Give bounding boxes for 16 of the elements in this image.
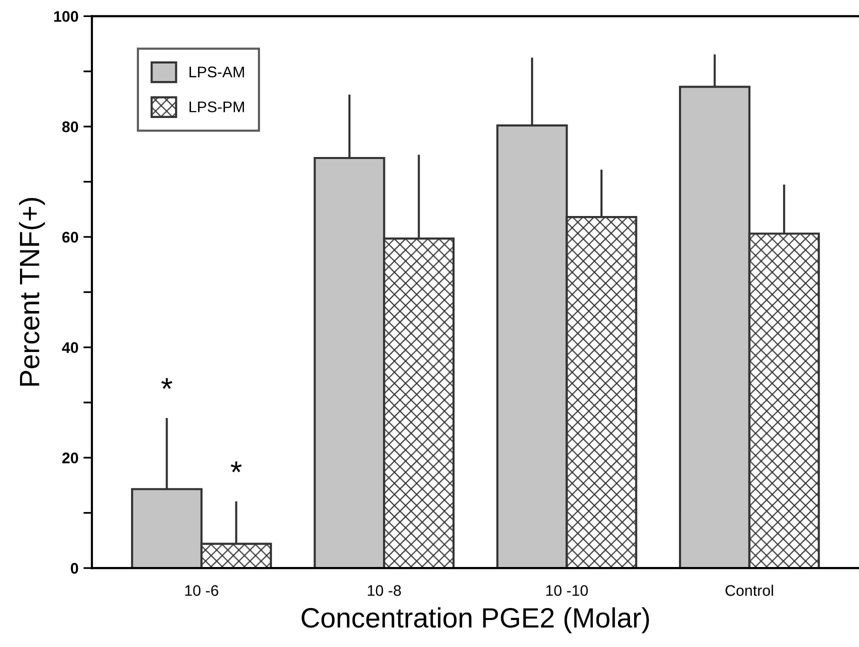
y-tick-label: 100 xyxy=(54,11,78,22)
y-tick-label: 40 xyxy=(62,342,78,353)
legend-label: LPS-PM xyxy=(190,101,244,112)
x-tick-label: 10 -6 xyxy=(185,585,218,596)
annotation: * xyxy=(230,461,242,472)
x-tick-label: 10 -8 xyxy=(368,585,401,596)
y-tick-label: 80 xyxy=(62,121,78,132)
y-axis-title: Percent TNF(+) xyxy=(19,198,45,386)
x-axis-title: Concentration PGE2 (Molar) xyxy=(302,607,649,634)
x-tick-label: 10 -10 xyxy=(546,585,588,596)
y-tick-label: 0 xyxy=(70,562,78,574)
annotation: * xyxy=(161,378,172,389)
y-tick-label: 20 xyxy=(62,452,78,464)
y-tick-label: 60 xyxy=(62,232,78,243)
legend-label: LPS-AM xyxy=(190,66,244,78)
x-tick-label: Control xyxy=(726,584,774,596)
